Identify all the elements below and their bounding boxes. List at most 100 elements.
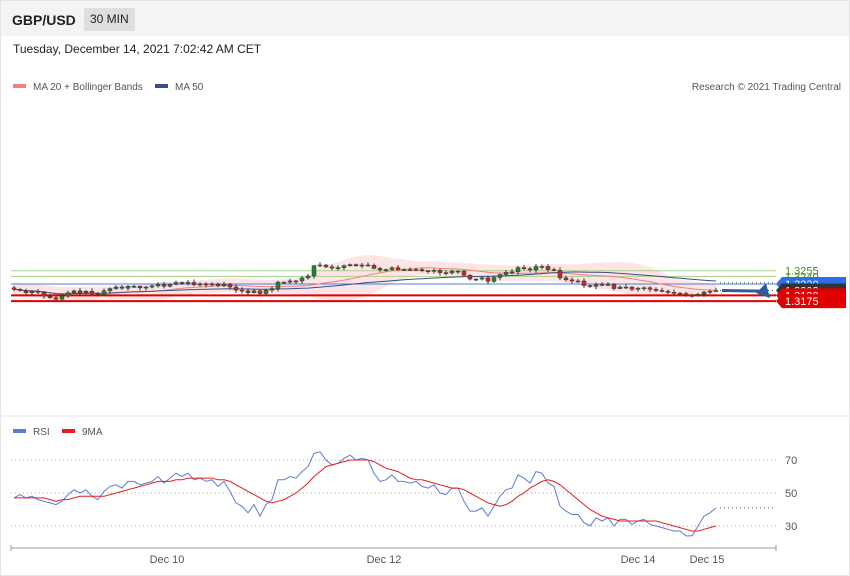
candle (539, 264, 545, 270)
rsi-grid-layer: 70 50 30 (11, 455, 797, 533)
candle-body (311, 265, 317, 277)
candle-body (23, 290, 29, 293)
rsi-legend-swatch (13, 429, 26, 433)
candle-body (179, 282, 185, 284)
candle (509, 269, 515, 275)
candle-body (53, 297, 59, 300)
candle-body (695, 294, 701, 297)
ma-bb-legend-swatch (13, 84, 26, 88)
chart-header: GBP/USD 30 MIN (1, 1, 849, 36)
forecast-arrow-layer (721, 283, 770, 299)
candle (29, 290, 35, 296)
candle (77, 287, 83, 296)
candles-layer (11, 262, 719, 301)
x-label-dec12: Dec 12 (367, 554, 402, 566)
candle (455, 270, 461, 274)
candle-body (203, 283, 209, 286)
candle (311, 264, 317, 279)
candle (395, 265, 401, 271)
candle (83, 290, 89, 295)
candle (599, 282, 605, 287)
rsi-axis-label: 50 (785, 488, 797, 500)
candle-body (557, 270, 563, 279)
rsi-line (13, 451, 717, 537)
candle-body (287, 280, 293, 283)
candle (713, 287, 719, 293)
candle (59, 293, 65, 301)
candle (377, 267, 383, 272)
candle (215, 282, 221, 288)
candle (173, 280, 179, 286)
candle-body (677, 292, 683, 295)
candle-body (305, 275, 311, 279)
candle (407, 267, 413, 271)
pair-title: GBP/USD (12, 12, 76, 28)
candle-body (143, 286, 149, 289)
candle-body (227, 284, 233, 288)
candle (629, 286, 635, 291)
candle-body (665, 290, 671, 293)
candle-body (593, 284, 599, 287)
candle (329, 264, 335, 271)
candle (647, 286, 653, 293)
candle (497, 273, 503, 281)
candle-body (299, 277, 305, 282)
candle-body (329, 266, 335, 269)
candle-body (377, 268, 383, 271)
candle-body (497, 274, 503, 278)
candle (593, 282, 599, 290)
candle-body (413, 269, 419, 271)
candle-body (173, 282, 179, 285)
candle-body (701, 291, 707, 295)
candle (431, 268, 437, 274)
candle-body (383, 269, 389, 271)
x-label-dec10: Dec 10 (150, 554, 185, 566)
candle (17, 288, 23, 292)
candle-body (641, 287, 647, 290)
candle (239, 287, 245, 294)
candle-body (167, 284, 173, 287)
candle-body (251, 290, 257, 293)
candle (437, 268, 443, 276)
candle (479, 276, 485, 281)
candle (383, 268, 389, 272)
candle-body (209, 283, 215, 286)
forecast-arrow-line (721, 288, 765, 293)
candle-body (581, 280, 587, 286)
candle (449, 269, 455, 275)
candle-body (491, 277, 497, 282)
candle (425, 269, 431, 274)
candle-body (59, 295, 65, 300)
candle-body (671, 292, 677, 294)
candle-body (353, 264, 359, 267)
candle-body (185, 282, 191, 284)
candle-body (371, 265, 377, 269)
copyright-text: Research © 2021 Trading Central (692, 82, 841, 93)
candle-body (533, 266, 539, 271)
datetime-stamp: Tuesday, December 14, 2021 7:02:42 AM CE… (13, 42, 262, 56)
candle-body (365, 264, 371, 267)
candle-body (71, 290, 77, 293)
candle-body (653, 289, 659, 291)
candle-body (455, 270, 461, 273)
candle (365, 262, 371, 267)
candle-body (35, 290, 41, 293)
candle (149, 284, 155, 289)
forecast-arrow-head (756, 283, 770, 299)
candle (269, 286, 275, 293)
ma50-legend-label: MA 50 (175, 82, 204, 93)
candle (281, 281, 287, 284)
candle (659, 287, 665, 293)
timeframe-badge[interactable]: 30 MIN (84, 8, 135, 31)
candle (551, 267, 557, 272)
rsi-lines-layer (13, 451, 717, 537)
candle (485, 275, 491, 285)
candle (527, 266, 533, 273)
candle (707, 289, 713, 295)
candle (473, 278, 479, 282)
candle (185, 280, 191, 286)
candle (347, 263, 353, 267)
candle-body (125, 286, 131, 289)
rsi-ma-line (14, 459, 717, 532)
candle-body (323, 264, 329, 268)
